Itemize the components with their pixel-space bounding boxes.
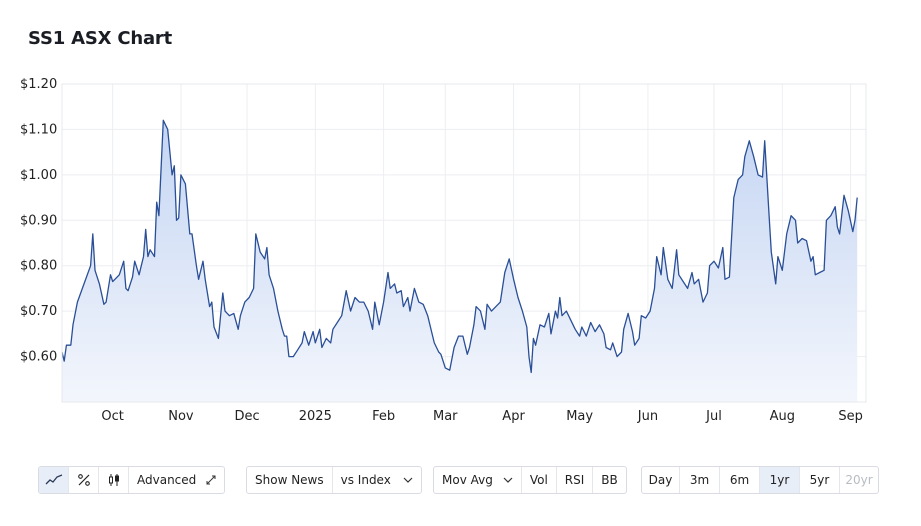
show-news-button[interactable]: Show News [247, 467, 333, 493]
x-tick-label: Sep [838, 409, 863, 424]
plot-frame [61, 83, 867, 403]
chart-type-toolbar: Advanced [38, 466, 226, 494]
bb-button[interactable]: BB [601, 473, 618, 487]
x-tick-label: Apr [502, 409, 525, 424]
vol-button[interactable]: Vol [522, 467, 557, 493]
chart-title: SS1 ASX Chart [28, 28, 173, 49]
x-tick-label: May [566, 409, 593, 424]
range-toolbar: Day 3m 6m 1yr 5yr 20yr [641, 466, 879, 494]
line-chart-icon[interactable] [39, 467, 69, 493]
vs-index-dropdown[interactable]: vs Index [333, 467, 421, 493]
news-toolbar: Show News vs Index [246, 466, 422, 494]
x-tick-label: Nov [168, 409, 194, 424]
range-button-day[interactable]: Day [642, 467, 680, 493]
chevron-down-icon [403, 477, 413, 483]
x-tick-label: Aug [770, 409, 795, 424]
y-tick-label: $1.00 [20, 168, 57, 183]
y-axis: $0.60 $0.70 $0.80 $0.90 $1.00 $1.10 $1.20 [20, 77, 57, 365]
x-tick-label: Feb [372, 409, 395, 424]
y-tick-label: $0.70 [20, 304, 57, 319]
y-tick-label: $1.20 [20, 77, 57, 92]
x-tick-label: Oct [101, 409, 123, 424]
y-tick-label: $0.60 [20, 350, 57, 365]
range-button-1yr[interactable]: 1yr [760, 467, 800, 493]
mov-avg-label: Mov Avg [442, 473, 493, 487]
range-button-3m[interactable]: 3m [680, 467, 720, 493]
x-axis: Oct Nov Dec 2025 Feb Mar Apr May Jun Jul Aug Sep [101, 409, 862, 424]
vs-index-label: vs Index [340, 473, 391, 487]
expand-arrow-icon [206, 475, 216, 485]
y-tick-label: $0.80 [20, 259, 57, 274]
y-tick-label: $0.90 [20, 213, 57, 228]
candlestick-icon[interactable] [99, 467, 129, 493]
rsi-button[interactable]: RSI [557, 467, 594, 493]
x-tick-label: Jul [705, 409, 722, 424]
advanced-label: Advanced [137, 473, 197, 487]
x-tick-label: Mar [433, 409, 458, 424]
range-button-20yr: 20yr [845, 473, 873, 487]
advanced-button[interactable]: Advanced [129, 467, 224, 493]
range-button-6m[interactable]: 6m [720, 467, 760, 493]
chevron-down-icon [503, 477, 513, 483]
x-tick-label: 2025 [299, 409, 332, 424]
price-line[interactable] [61, 119, 858, 374]
y-tick-label: $1.10 [20, 122, 57, 137]
range-button-5yr[interactable]: 5yr [800, 467, 840, 493]
price-chart[interactable]: $0.60 $0.70 $0.80 $0.90 $1.00 $1.10 $1.20 Oct N… [0, 0, 921, 440]
percent-icon[interactable] [69, 467, 99, 493]
x-tick-label: Dec [234, 409, 259, 424]
indicators-toolbar: Mov Avg Vol RSI BB [433, 466, 627, 494]
price-area-fill [62, 120, 858, 403]
mov-avg-dropdown[interactable]: Mov Avg [434, 467, 522, 493]
x-tick-label: Jun [637, 409, 658, 424]
